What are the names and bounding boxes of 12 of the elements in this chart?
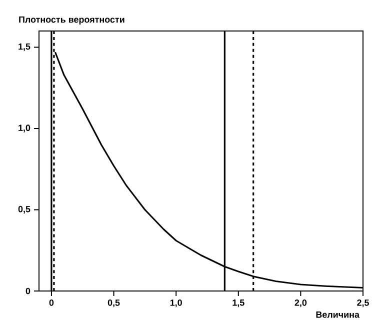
x-tick-label: 0 [49, 300, 54, 306]
x-tick-label: 1,5 [232, 300, 244, 308]
y-tick-label: 1,5 [18, 43, 30, 52]
y-tick-label: 0,5 [18, 206, 30, 214]
x-tick-label: 0,5 [108, 300, 120, 308]
y-axis-title: Плотность вероятности [19, 16, 124, 24]
y-tick-label: 1,0 [18, 124, 30, 132]
x-tick-label: 1,0 [170, 300, 182, 308]
x-tick-label: 2,0 [294, 300, 307, 308]
x-axis-title: Величина [316, 312, 360, 318]
y-tick-label: 0 [26, 288, 30, 294]
x-tick-label: 2,5 [357, 300, 369, 308]
